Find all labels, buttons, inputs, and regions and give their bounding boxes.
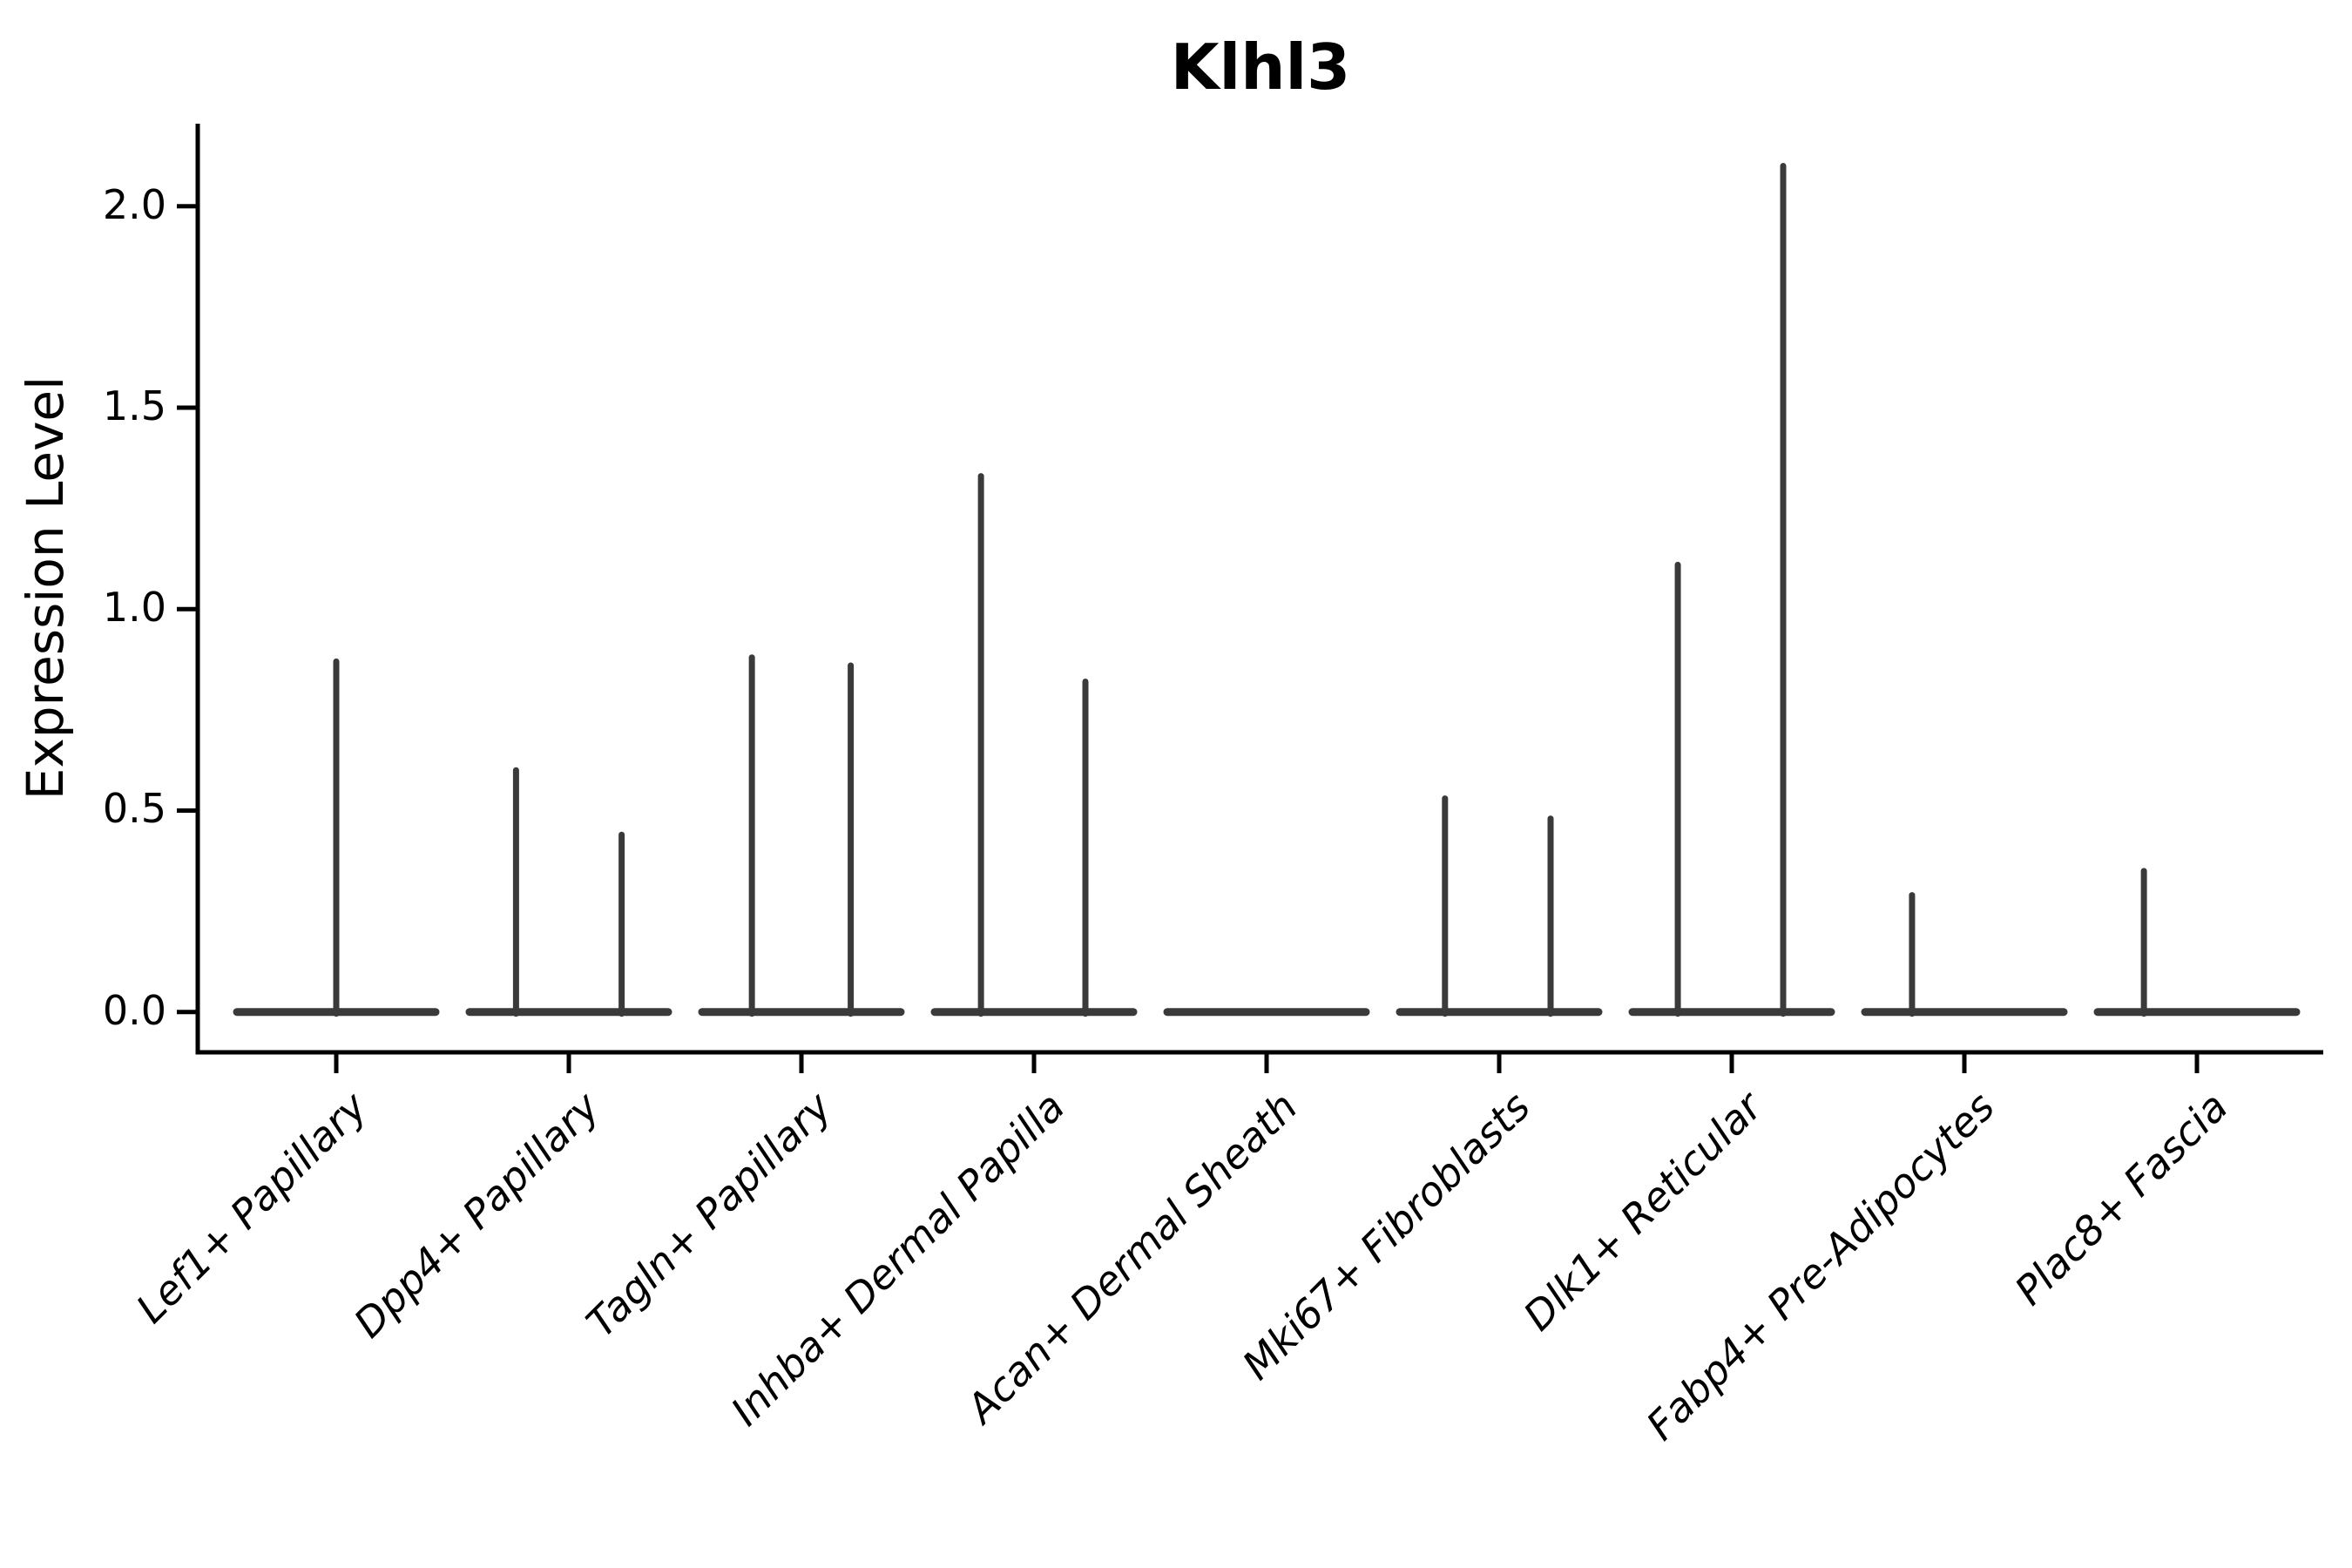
axis-spines xyxy=(195,124,2323,1055)
y-tick-label: 1.0 xyxy=(102,584,166,632)
chart-title: Klhl3 xyxy=(1170,30,1351,104)
y-tick-label: 1.5 xyxy=(102,382,166,430)
y-tick-label: 2.0 xyxy=(102,180,166,228)
y-tick-label: 0.0 xyxy=(102,986,166,1034)
y-tick-label: 0.5 xyxy=(102,785,166,833)
